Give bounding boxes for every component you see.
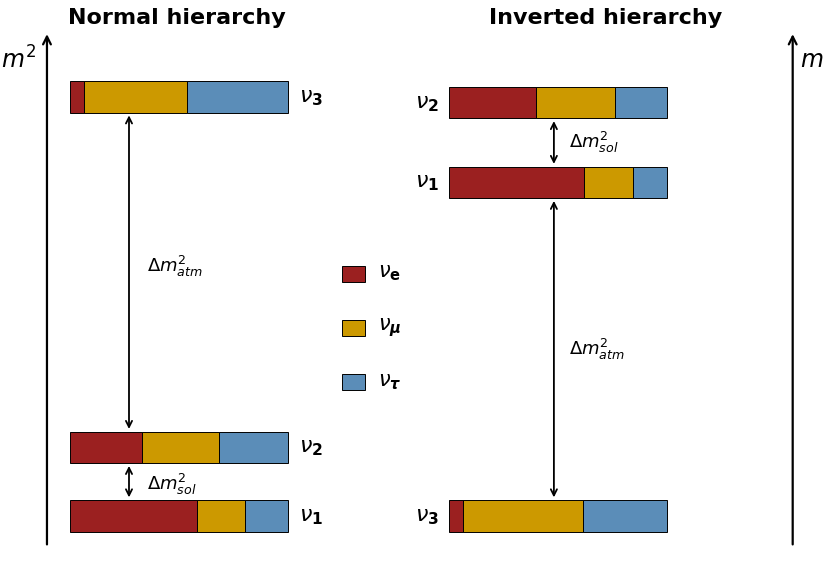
Text: $\nu_\mathbf{2}$: $\nu_\mathbf{2}$ bbox=[299, 437, 323, 458]
Bar bbox=[449, 166, 584, 198]
Bar bbox=[70, 432, 142, 463]
Bar bbox=[615, 87, 667, 119]
Bar bbox=[449, 500, 463, 531]
Bar bbox=[342, 266, 365, 282]
Bar bbox=[218, 432, 288, 463]
Text: $\Delta m^2_{atm}$: $\Delta m^2_{atm}$ bbox=[147, 254, 203, 279]
Text: $\nu_\mathbf{1}$: $\nu_\mathbf{1}$ bbox=[299, 505, 323, 527]
Bar bbox=[245, 500, 288, 531]
Text: $\nu_{\boldsymbol{\mu}}$: $\nu_{\boldsymbol{\mu}}$ bbox=[378, 316, 401, 339]
Text: $\nu_\mathbf{3}$: $\nu_\mathbf{3}$ bbox=[415, 505, 439, 527]
Text: $\Delta m^2_{atm}$: $\Delta m^2_{atm}$ bbox=[569, 336, 625, 362]
Bar bbox=[70, 500, 197, 531]
Bar bbox=[70, 81, 84, 113]
Text: Normal hierarchy: Normal hierarchy bbox=[68, 8, 286, 29]
Text: $\nu_\mathbf{e}$: $\nu_\mathbf{e}$ bbox=[378, 264, 401, 283]
Bar bbox=[583, 500, 667, 531]
Text: $m^2$: $m^2$ bbox=[800, 46, 824, 74]
Bar bbox=[342, 374, 365, 390]
Bar bbox=[584, 166, 633, 198]
Bar bbox=[633, 166, 667, 198]
Bar bbox=[187, 81, 288, 113]
Text: Inverted hierarchy: Inverted hierarchy bbox=[489, 8, 723, 29]
Bar bbox=[197, 500, 245, 531]
Text: $\Delta m^2_{sol}$: $\Delta m^2_{sol}$ bbox=[569, 130, 618, 155]
Text: $\nu_{\boldsymbol{\tau}}$: $\nu_{\boldsymbol{\tau}}$ bbox=[378, 372, 401, 392]
Bar bbox=[342, 320, 365, 336]
Bar bbox=[449, 87, 536, 119]
Text: $\Delta m^2_{sol}$: $\Delta m^2_{sol}$ bbox=[147, 472, 197, 497]
Text: $\nu_\mathbf{3}$: $\nu_\mathbf{3}$ bbox=[299, 86, 323, 108]
Text: $m^2$: $m^2$ bbox=[2, 46, 36, 74]
Text: $\nu_\mathbf{1}$: $\nu_\mathbf{1}$ bbox=[415, 172, 439, 193]
Bar bbox=[463, 500, 583, 531]
Text: $\nu_\mathbf{2}$: $\nu_\mathbf{2}$ bbox=[415, 92, 439, 113]
Bar bbox=[84, 81, 187, 113]
Bar bbox=[142, 432, 218, 463]
Bar bbox=[536, 87, 615, 119]
